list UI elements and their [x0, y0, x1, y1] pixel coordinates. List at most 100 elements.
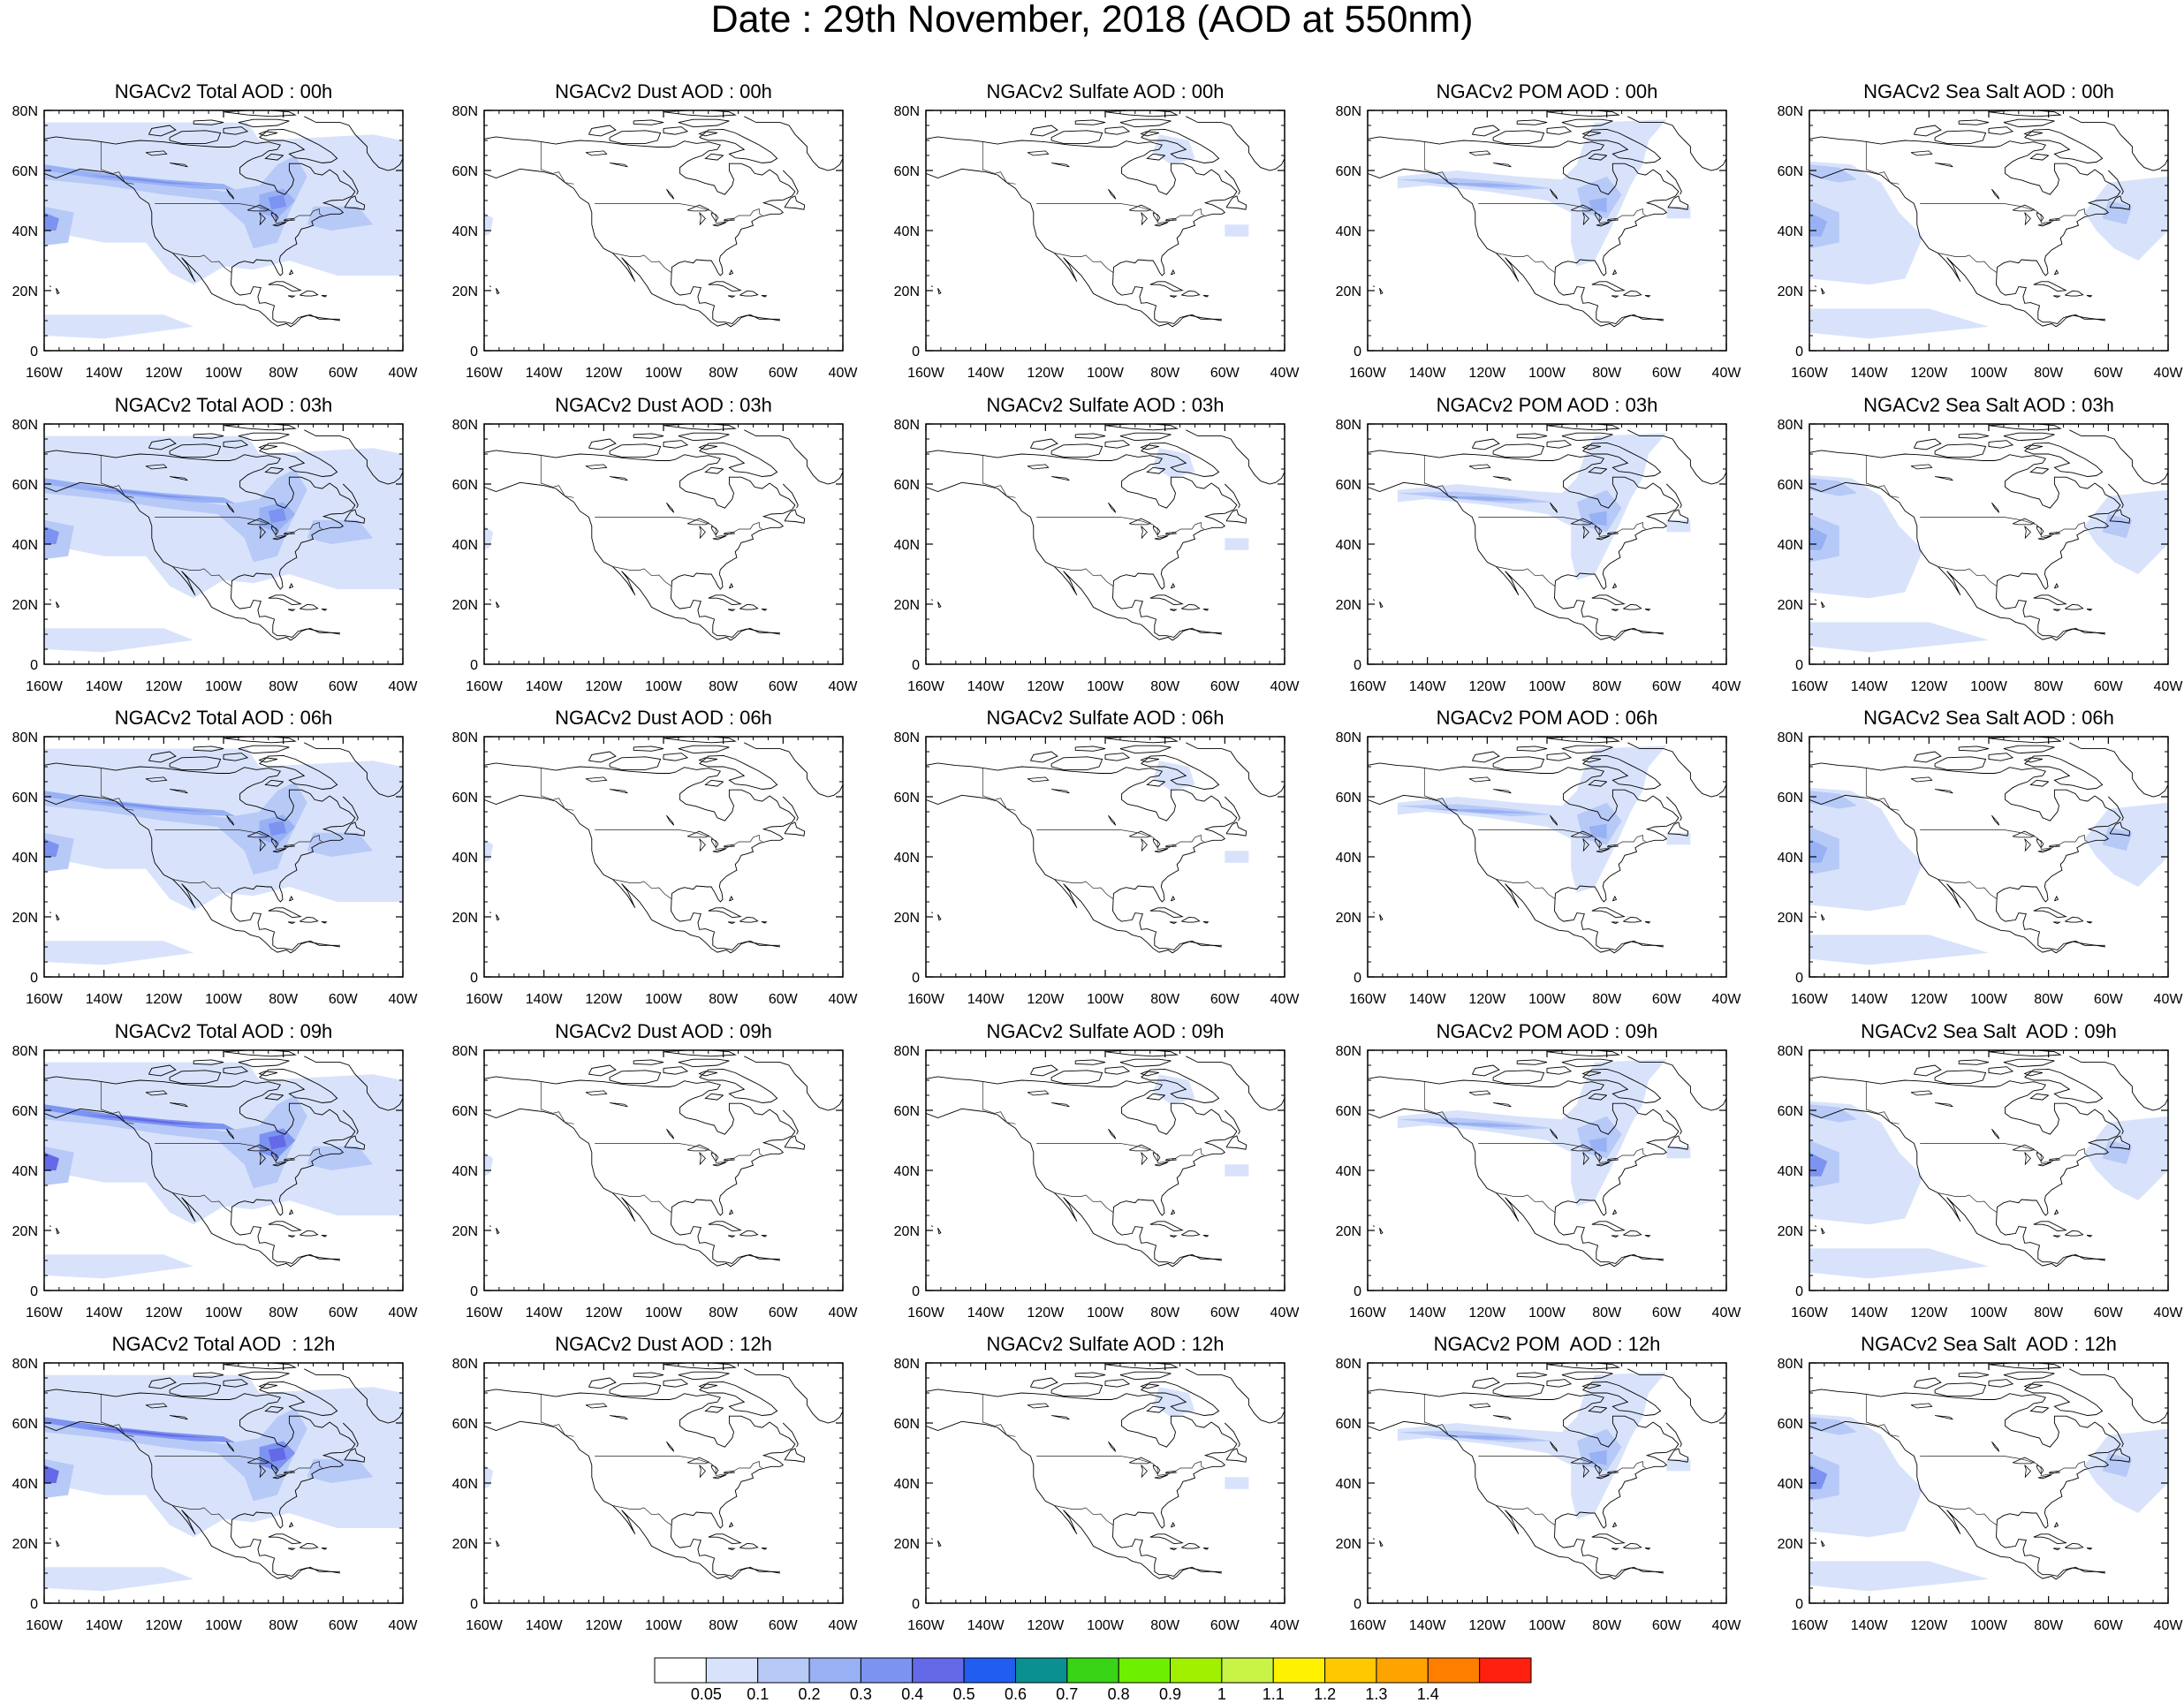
colorbar-tick-label: 0.9 [1159, 1685, 1182, 1703]
coastline [761, 1547, 768, 1550]
lat-tick-label: 60N [894, 791, 920, 806]
lake-outline [2036, 1152, 2044, 1162]
lake-outline [1108, 814, 1117, 826]
coastline [761, 294, 768, 298]
lat-tick-label: 40N [1336, 224, 1361, 239]
coastline [1169, 609, 1178, 611]
lon-tick-label: 80W [1592, 366, 1622, 381]
lake-outline [1910, 1090, 1933, 1096]
aod-contour-fill [44, 628, 194, 653]
lake-outline [1596, 1162, 1611, 1167]
coastline [193, 1059, 224, 1065]
country-border [172, 253, 232, 274]
coastline [304, 429, 403, 485]
country-border [155, 203, 322, 223]
lake-outline [270, 1152, 279, 1162]
coastline [1611, 1521, 1618, 1528]
coastline [678, 432, 730, 442]
aod-contour-fill [268, 821, 287, 836]
coastline [708, 281, 742, 292]
aod-contour-fill [44, 314, 194, 339]
country-border [172, 1192, 232, 1214]
aod-contour-fill [1809, 474, 1923, 599]
coastline [258, 1071, 278, 1077]
lon-tick-label: 140W [967, 1618, 1005, 1633]
coastline [1988, 440, 2014, 449]
country-border [100, 455, 134, 498]
lon-tick-label: 80W [1150, 679, 1180, 694]
aod-contour-fill [1576, 489, 1622, 533]
coastline [1149, 907, 1184, 919]
lon-tick-label: 160W [1349, 366, 1387, 381]
coastline [663, 1379, 689, 1388]
lat-tick-label: 60N [1778, 478, 1803, 493]
lat-tick-label: 0 [1354, 1597, 1361, 1612]
coastline [728, 895, 734, 902]
lon-tick-label: 140W [86, 1618, 124, 1633]
lon-tick-label: 140W [526, 679, 564, 694]
coastline [342, 483, 359, 509]
coastline [744, 742, 843, 798]
coastline [223, 424, 297, 431]
coastline [1561, 118, 1613, 128]
lat-tick-label: 80N [894, 1357, 920, 1372]
coastline [1146, 153, 1165, 161]
coastline [148, 125, 177, 137]
coastline [1591, 1221, 1626, 1232]
country-border [155, 517, 322, 537]
coastline [727, 1235, 736, 1238]
aod-contour-fill [1576, 1428, 1622, 1472]
country-border [1496, 1505, 1556, 1526]
country-border [1478, 517, 1646, 537]
coastline [663, 737, 737, 744]
lake-outline [1493, 1415, 1512, 1420]
map-canvas: 160W 140W 120W 100W 80W 60W 40W 0 20N 40N 60N 80N [1778, 1044, 2184, 1321]
colorbar-tick-label: 0.4 [901, 1685, 924, 1703]
coastline [1104, 1050, 1179, 1057]
aod-contour-fill [1576, 176, 1622, 219]
aod-contour-fill [307, 519, 374, 544]
lake-outline [1027, 1090, 1050, 1096]
map-frame [483, 1362, 844, 1604]
coastline [1821, 1540, 1825, 1548]
coastline [937, 1228, 942, 1235]
coastline [304, 1368, 403, 1424]
lake-outline [699, 1152, 706, 1166]
country-border [155, 829, 322, 850]
country-border [100, 141, 134, 185]
coastline [1809, 450, 2121, 638]
coastline [609, 756, 662, 770]
coastline [258, 757, 278, 763]
coastline [1814, 1225, 1817, 1227]
coastline [1611, 921, 1619, 924]
lat-tick-label: 0 [1354, 344, 1361, 360]
lon-tick-label: 80W [269, 1618, 299, 1633]
coastline [633, 119, 664, 125]
lon-tick-label: 160W [907, 366, 945, 381]
lake-outline [710, 1152, 719, 1162]
coastline [704, 466, 724, 474]
map-frame [1367, 736, 1727, 978]
country-border [1423, 768, 1458, 811]
aod-contour-fill [484, 1152, 494, 1177]
coastline [1623, 1542, 1642, 1549]
lake-outline [2037, 222, 2052, 227]
lon-tick-label: 120W [1468, 1618, 1506, 1633]
lon-tick-label: 120W [145, 679, 183, 694]
coastline [609, 130, 662, 144]
country-border [540, 141, 574, 185]
lon-tick-label: 120W [585, 679, 623, 694]
lon-tick-label: 140W [1851, 1618, 1889, 1633]
coastline [264, 1405, 284, 1413]
coastline [1913, 751, 1942, 763]
map-panel-sulfate: 160W 140W 120W 100W 80W 60W 40W 0 20N 40N 60N 80N [894, 730, 1301, 1007]
country-border [1036, 517, 1204, 537]
lon-tick-label: 60W [1652, 1618, 1682, 1633]
lat-tick-label: 0 [30, 1284, 38, 1299]
map-panel-sulfate: 160W 140W 120W 100W 80W 60W 40W 0 20N 40N 60N 80N [894, 418, 1301, 694]
coastline [300, 290, 319, 297]
coastline [264, 779, 284, 787]
country-border [1865, 1081, 1900, 1124]
coastline [1611, 609, 1619, 611]
coastline [2029, 153, 2049, 161]
